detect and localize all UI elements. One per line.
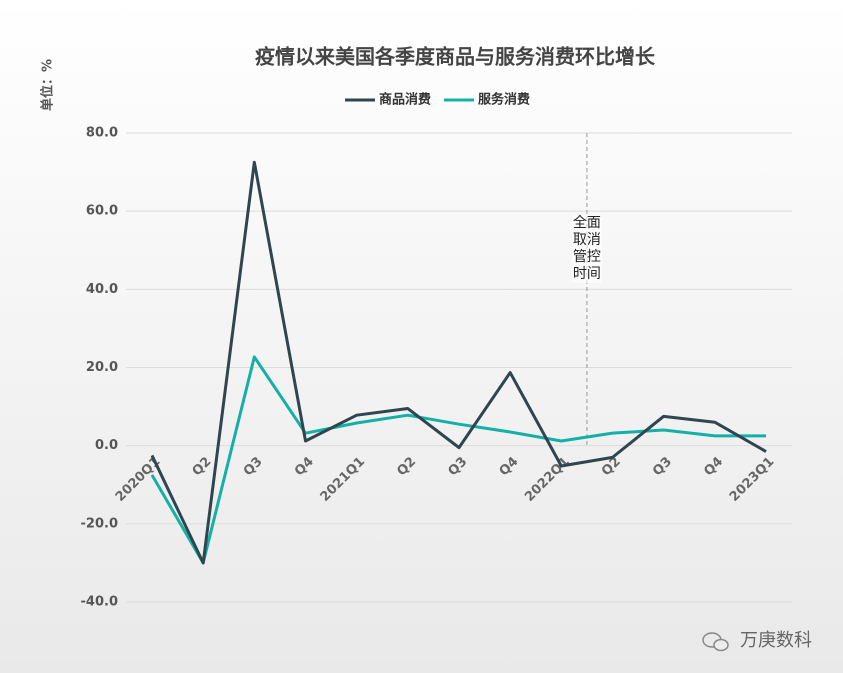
x-tick-label: Q4 [292, 454, 317, 479]
annotation: 全面取消管控时间 [571, 215, 602, 283]
x-tick-label: Q3 [241, 454, 266, 479]
y-tick-label: 0.0 [95, 438, 118, 453]
x-tick-label: Q4 [497, 454, 522, 479]
legend-label: 商品消费 [379, 92, 431, 108]
x-tick-label: 2021Q1 [318, 454, 368, 504]
watermark: 万庚数科 [740, 630, 812, 651]
x-tick-label: 2023Q1 [727, 454, 777, 504]
x-tick-label: 2022Q1 [522, 454, 572, 504]
y-tick-label: 60.0 [86, 204, 118, 219]
chart-title: 疫情以来美国各季度商品与服务消费环比增长 [255, 45, 656, 69]
y-axis-label: 单位：% [40, 59, 56, 111]
y-tick-label: 80.0 [86, 126, 118, 141]
x-tick-label: Q3 [650, 454, 675, 479]
series-line [150, 160, 767, 565]
x-tick-label: Q4 [701, 454, 726, 479]
x-tick-label: Q3 [445, 454, 470, 479]
x-tick-label: Q2 [394, 454, 419, 479]
series-line [150, 355, 766, 565]
x-tick-label: Q2 [190, 454, 215, 479]
y-tick-label: -40.0 [81, 595, 118, 610]
legend-label: 服务消费 [478, 92, 530, 108]
wechat-icon [702, 632, 729, 652]
y-tick-label: -20.0 [81, 516, 118, 531]
y-tick-label: 40.0 [86, 282, 118, 297]
y-tick-label: 20.0 [86, 360, 118, 375]
